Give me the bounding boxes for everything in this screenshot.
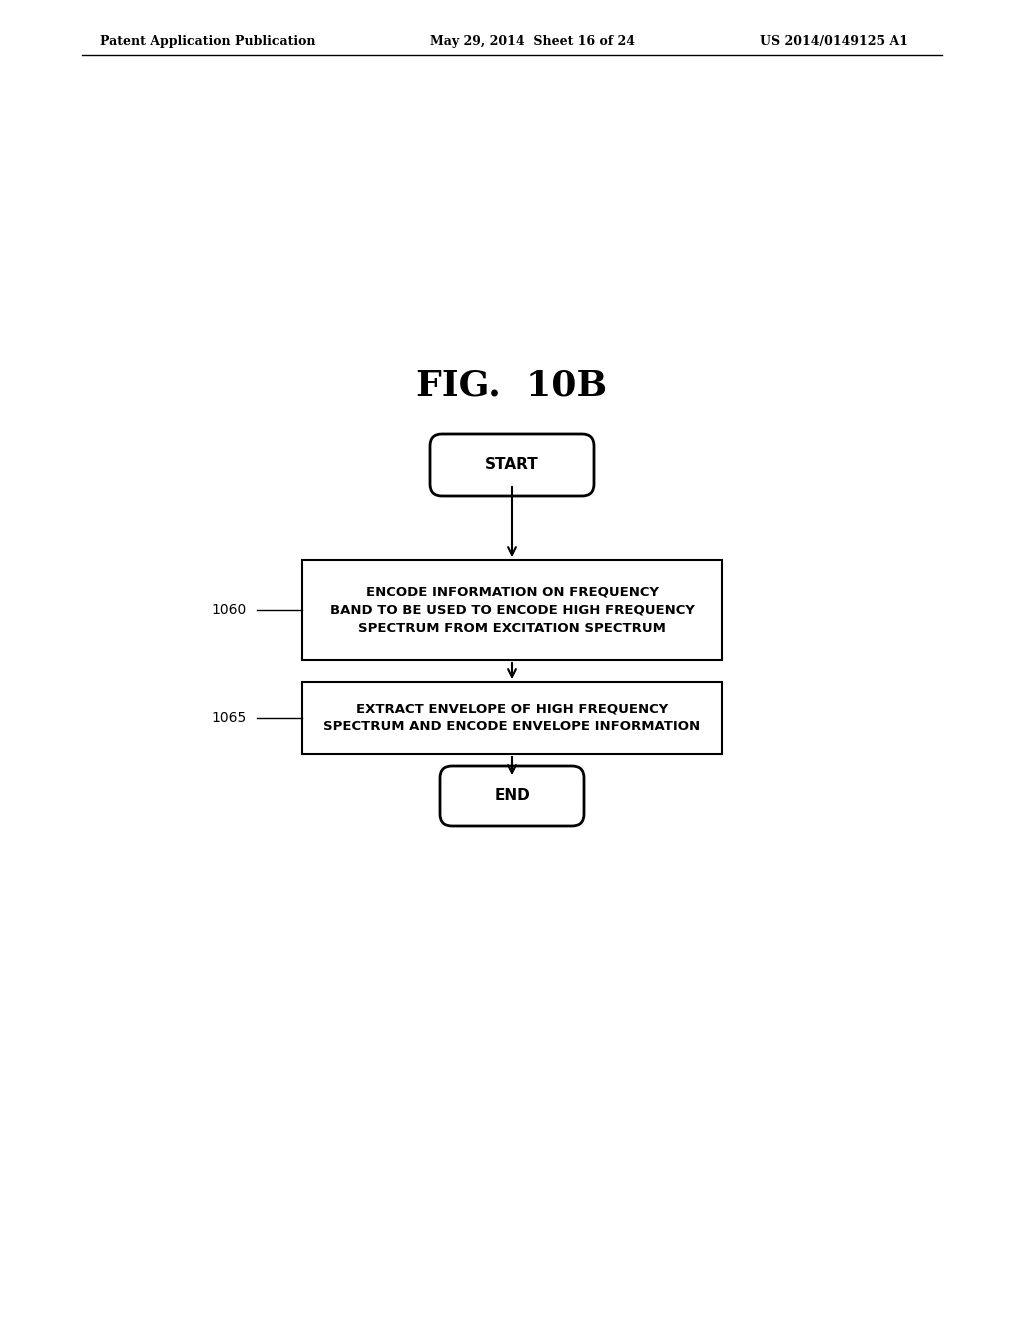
Text: 1060: 1060: [212, 603, 247, 616]
FancyBboxPatch shape: [430, 434, 594, 496]
Text: START: START: [485, 458, 539, 473]
FancyBboxPatch shape: [302, 682, 722, 754]
Text: ENCODE INFORMATION ON FREQUENCY
BAND TO BE USED TO ENCODE HIGH FREQUENCY
SPECTRU: ENCODE INFORMATION ON FREQUENCY BAND TO …: [330, 586, 694, 635]
Text: US 2014/0149125 A1: US 2014/0149125 A1: [760, 36, 908, 48]
Text: FIG.  10B: FIG. 10B: [417, 368, 607, 403]
Text: END: END: [495, 788, 529, 804]
Text: Patent Application Publication: Patent Application Publication: [100, 36, 315, 48]
Text: EXTRACT ENVELOPE OF HIGH FREQUENCY
SPECTRUM AND ENCODE ENVELOPE INFORMATION: EXTRACT ENVELOPE OF HIGH FREQUENCY SPECT…: [324, 702, 700, 734]
Text: 1065: 1065: [212, 711, 247, 725]
FancyBboxPatch shape: [302, 560, 722, 660]
FancyBboxPatch shape: [440, 766, 584, 826]
Text: May 29, 2014  Sheet 16 of 24: May 29, 2014 Sheet 16 of 24: [430, 36, 635, 48]
